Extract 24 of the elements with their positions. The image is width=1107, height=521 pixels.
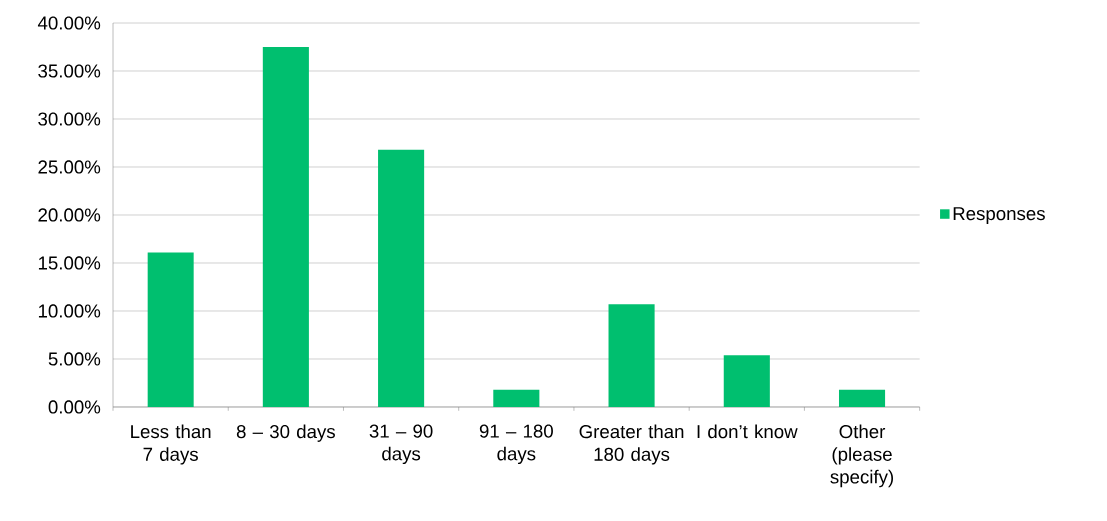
y-tick-label: 5.00%: [48, 352, 101, 366]
y-tick-label: 40.00%: [37, 16, 101, 30]
bar: [378, 149, 425, 407]
y-tick-label: 10.00%: [38, 304, 101, 318]
y-tick-label: 35.00%: [38, 64, 101, 78]
y-tick-label: 15.00%: [38, 256, 101, 270]
bar: [838, 389, 886, 407]
bar: [262, 47, 309, 407]
x-tick-label: 91 – 180 days: [479, 424, 553, 465]
x-tick-label: 8 – 30 days: [236, 424, 335, 442]
y-tick-label: 25.00%: [38, 160, 101, 174]
y-tick-label: 30.00%: [38, 112, 101, 126]
x-tick-label: I don’t know: [697, 424, 798, 439]
bar: [608, 304, 655, 407]
bar: [723, 355, 770, 407]
y-tick-label: 0.00%: [48, 400, 101, 414]
bar: [147, 252, 194, 407]
legend-label: Responses: [953, 207, 1045, 224]
x-tick-label: Other (please specify): [830, 424, 894, 488]
bar: [493, 389, 540, 407]
x-tick-label: Less than 7 days: [131, 424, 211, 465]
x-tick-label: 31 – 90 days: [369, 424, 433, 465]
x-tick-label: Greater than 180 days: [579, 424, 684, 465]
y-tick-label: 20.00%: [38, 208, 101, 222]
